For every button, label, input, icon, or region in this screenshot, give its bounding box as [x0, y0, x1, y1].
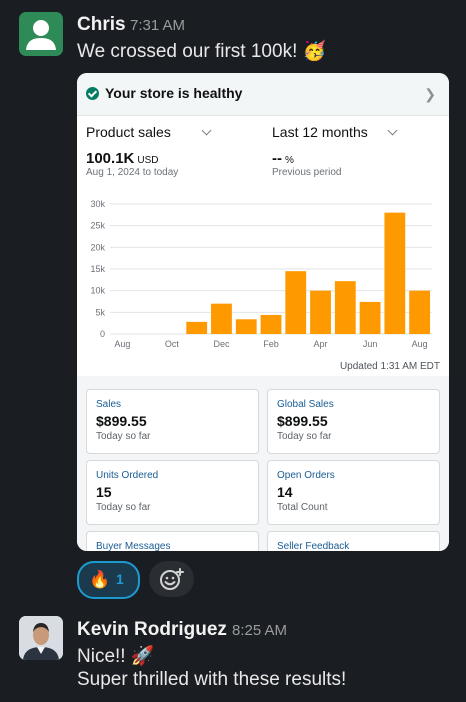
bar-jul-11[interactable]	[384, 212, 406, 334]
add-reaction-button[interactable]	[149, 561, 194, 597]
message-text-line1: Nice!! 🚀	[77, 646, 155, 667]
bar-jun-10[interactable]	[359, 301, 381, 334]
x-tick-label: Dec	[213, 339, 230, 349]
chevron-right-icon: ❯	[424, 86, 436, 102]
prev-value-unit: %	[285, 155, 294, 166]
x-tick-label: Oct	[165, 339, 180, 349]
profile-photo-icon	[19, 616, 63, 660]
x-tick-label: Jun	[363, 339, 378, 349]
period-dropdown[interactable]: Last 12 months	[272, 124, 368, 140]
previous-period-label: Previous period	[272, 167, 342, 178]
message-timestamp[interactable]: 8:25 AM	[232, 622, 288, 639]
chevron-down-icon	[387, 125, 398, 136]
tile-buyer-messages[interactable]: Buyer Messages	[86, 531, 259, 551]
user-silhouette-icon	[26, 20, 56, 50]
tile-sub: Today so far	[96, 502, 151, 513]
tile-value: $899.55	[96, 413, 147, 429]
tile-value: 15	[96, 484, 112, 500]
y-tick-label: 20k	[90, 242, 105, 252]
sender-name[interactable]: Chris	[77, 14, 126, 35]
bar-aug-12[interactable]	[409, 290, 431, 334]
tile-units-ordered[interactable]: Units Ordered 15 Today so far	[86, 460, 259, 525]
card-title: Your store is healthy	[105, 85, 243, 101]
total-value-unit: USD	[137, 155, 159, 166]
tile-sub: Total Count	[277, 502, 328, 513]
y-tick-label: 5k	[95, 307, 105, 317]
reaction-count: 1	[116, 571, 124, 587]
bar-feb-6[interactable]	[260, 314, 282, 334]
y-tick-label: 30k	[90, 199, 105, 209]
tile-label: Seller Feedback	[277, 541, 350, 551]
tile-sales[interactable]: Sales $899.55 Today so far	[86, 389, 259, 454]
bar-apr-8[interactable]	[310, 290, 331, 334]
total-value-number: 100.1K	[86, 150, 135, 167]
y-tick-label: 0	[100, 329, 105, 339]
bar-jan-5[interactable]	[235, 319, 257, 334]
metric-dropdown[interactable]: Product sales	[86, 124, 171, 140]
bar-dec-4[interactable]	[211, 303, 232, 334]
fire-emoji-icon: 🔥	[89, 570, 111, 589]
sales-bar-chart: 0 5k 10k 15k 20k 25k 30k Aug Oct Dec Feb Apr Jun Aug	[90, 199, 432, 349]
bar-nov-3[interactable]	[186, 321, 208, 334]
tile-label: Open Orders	[277, 470, 335, 481]
tile-value: 14	[277, 484, 293, 500]
y-tick-label: 10k	[90, 286, 105, 296]
previous-period-value: --%	[272, 150, 294, 167]
x-tick-label: Feb	[263, 339, 279, 349]
tile-global-sales[interactable]: Global Sales $899.55 Today so far	[267, 389, 440, 454]
y-tick-label: 25k	[90, 221, 105, 231]
x-tick-label: Aug	[114, 339, 130, 349]
message-text-line2: Super thrilled with these results!	[77, 669, 347, 690]
fire-reaction-button[interactable]: 🔥 1	[77, 561, 140, 599]
tile-sub: Today so far	[277, 431, 332, 442]
check-circle-icon	[86, 87, 99, 100]
tile-label: Units Ordered	[96, 470, 159, 481]
avatar-chris[interactable]	[19, 12, 63, 56]
card-header[interactable]: Your store is healthy ❯	[77, 73, 449, 116]
metric-tiles: Sales $899.55 Today so far Global Sales …	[77, 376, 449, 551]
tile-open-orders[interactable]: Open Orders 14 Total Count	[267, 460, 440, 525]
tile-label: Global Sales	[277, 399, 334, 410]
chevron-down-icon	[201, 125, 212, 136]
tile-label: Sales	[96, 399, 122, 410]
tile-label: Buyer Messages	[96, 541, 171, 551]
x-tick-label: Aug	[412, 339, 428, 349]
y-tick-label: 15k	[90, 264, 105, 274]
bar-may-9[interactable]	[334, 281, 356, 334]
tile-value: $899.55	[277, 413, 328, 429]
avatar-kevin-rodriguez[interactable]	[19, 616, 63, 660]
x-tick-label: Apr	[314, 339, 328, 349]
updated-timestamp: Updated 1:31 AM EDT	[339, 361, 440, 372]
bar-mar-7[interactable]	[285, 271, 307, 334]
message-timestamp[interactable]: 7:31 AM	[130, 17, 186, 34]
message-text: We crossed our first 100k! 🥳	[77, 41, 327, 62]
add-emoji-icon	[160, 568, 184, 590]
date-range: Aug 1, 2024 to today	[86, 167, 179, 178]
sender-name[interactable]: Kevin Rodriguez	[77, 619, 227, 640]
prev-value-number: --	[272, 150, 282, 167]
store-health-card: Your store is healthy ❯ Product sales La…	[77, 73, 449, 551]
tile-sub: Today so far	[96, 431, 151, 442]
total-sales-value: 100.1K USD	[86, 150, 159, 167]
tile-seller-feedback[interactable]: Seller Feedback	[267, 531, 440, 551]
